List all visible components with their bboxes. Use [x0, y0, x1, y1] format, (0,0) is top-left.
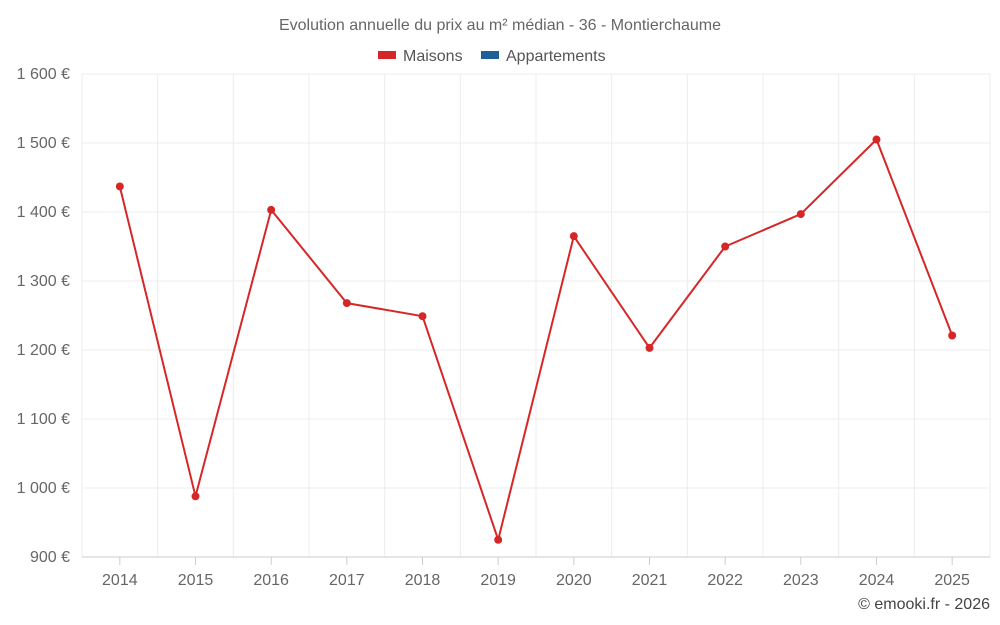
x-tick-label: 2015 [178, 572, 214, 589]
x-axis: 2014 2015 2016 2017 2018 2019 2020 2021 2022 2023… [102, 557, 970, 589]
legend-swatch-appartements [481, 51, 499, 59]
legend-item-maisons[interactable]: Maisons [378, 48, 463, 65]
grid-layer [81, 73, 991, 557]
data-point-2018[interactable] [418, 312, 427, 321]
data-point-2020[interactable] [569, 232, 578, 241]
x-tick-label: 2019 [480, 572, 516, 589]
x-tick-label: 2024 [859, 572, 895, 589]
copyright-text: © emooki.fr - 2026 [858, 596, 990, 613]
data-point-2019[interactable] [494, 535, 503, 544]
x-tick-label: 2021 [632, 572, 668, 589]
x-tick-label: 2022 [707, 572, 743, 589]
chart-legend: Maisons Appartements [378, 48, 606, 65]
y-tick-label: 1 200 € [17, 342, 70, 359]
y-tick-label: 1 500 € [17, 135, 70, 152]
data-point-2025[interactable] [948, 331, 957, 340]
data-point-2014[interactable] [115, 182, 124, 191]
x-tick-label: 2017 [329, 572, 365, 589]
y-tick-label: 900 € [30, 549, 70, 566]
legend-label-maisons: Maisons [403, 48, 463, 65]
series-line-maisons [118, 138, 954, 541]
x-tick-label: 2020 [556, 572, 592, 589]
x-tick-label: 2016 [253, 572, 289, 589]
y-axis: 900 € 1 000 € 1 100 € 1 200 € 1 300 € 1 400 €… [17, 66, 70, 566]
data-point-2016[interactable] [267, 205, 276, 214]
x-tick-label: 2025 [934, 572, 970, 589]
legend-label-appartements: Appartements [506, 48, 606, 65]
x-tick-label: 2014 [102, 572, 138, 589]
y-tick-label: 1 400 € [17, 204, 70, 221]
y-tick-label: 1 000 € [17, 480, 70, 497]
chart-title: Evolution annuelle du prix au m² médian … [279, 17, 721, 34]
data-point-2021[interactable] [645, 343, 654, 352]
data-point-2022[interactable] [721, 242, 730, 251]
x-tick-label: 2023 [783, 572, 819, 589]
data-point-2024[interactable] [872, 135, 881, 144]
legend-item-appartements[interactable]: Appartements [481, 48, 606, 65]
y-tick-label: 1 600 € [17, 66, 70, 83]
y-tick-label: 1 100 € [17, 411, 70, 428]
legend-swatch-maisons [378, 51, 396, 59]
data-point-2017[interactable] [342, 299, 351, 308]
data-point-2015[interactable] [191, 492, 200, 501]
series-layer [115, 135, 957, 544]
x-tick-label: 2018 [405, 572, 441, 589]
y-tick-label: 1 300 € [17, 273, 70, 290]
data-point-2023[interactable] [796, 210, 805, 219]
